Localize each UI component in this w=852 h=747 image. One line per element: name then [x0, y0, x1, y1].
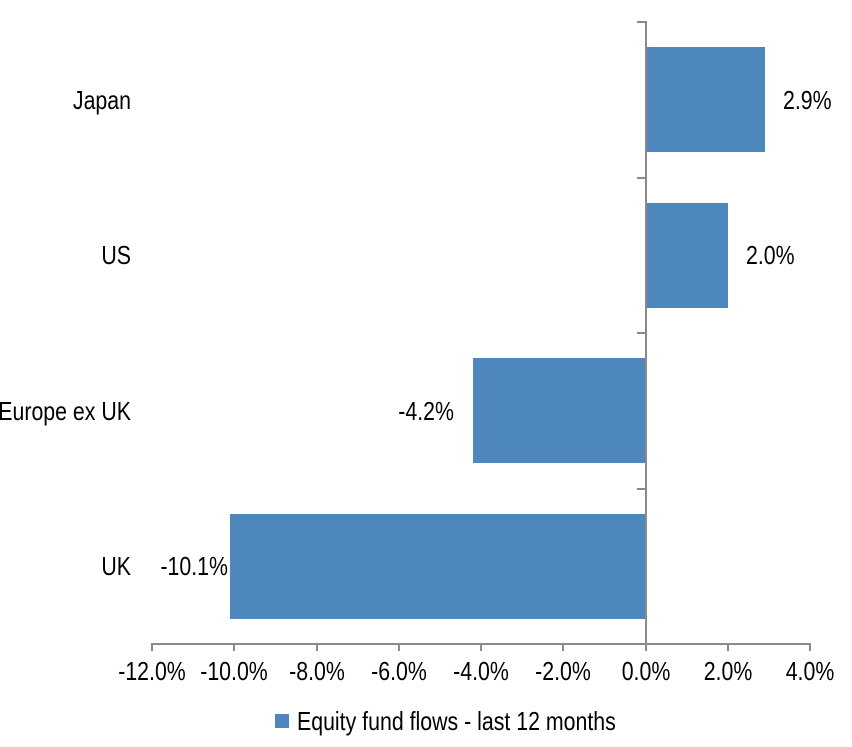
category-boundary-tick — [636, 21, 647, 23]
bar-europe-ex-uk — [472, 358, 646, 464]
x-tick — [562, 645, 565, 651]
x-tick-label-4-0-: 4.0% — [785, 656, 835, 686]
x-tick — [726, 645, 729, 651]
x-tick-label--10-0-: -10.0% — [200, 656, 269, 686]
x-tick — [644, 645, 647, 651]
category-label-japan: Japan — [72, 84, 131, 115]
x-tick-label-2-0-: 2.0% — [703, 656, 753, 686]
legend-swatch-icon — [275, 714, 289, 728]
x-tick — [233, 645, 236, 651]
x-tick — [397, 645, 400, 651]
x-tick-label--4-0-: -4.0% — [453, 656, 509, 686]
x-tick-label--8-0-: -8.0% — [288, 656, 345, 686]
value-label-uk: -10.1% — [160, 551, 229, 582]
x-tick-label--2-0-: -2.0% — [535, 656, 592, 686]
legend: Equity fund flows - last 12 months — [275, 706, 686, 736]
category-boundary-tick — [636, 176, 647, 179]
value-label-japan: 2.9% — [782, 84, 832, 115]
x-axis-line — [151, 643, 811, 645]
value-label-europe-ex-uk: -4.2% — [398, 395, 454, 426]
x-tick — [315, 645, 318, 651]
bar-uk — [230, 513, 646, 619]
category-boundary-tick — [636, 487, 647, 490]
category-boundary-tick — [636, 332, 647, 334]
x-tick-label--12-0-: -12.0% — [118, 656, 186, 686]
x-tick — [480, 645, 482, 651]
x-tick-label-0-0-: 0.0% — [621, 656, 670, 686]
legend-series-label: Equity fund flows - last 12 months — [297, 706, 616, 736]
value-label-us: 2.0% — [745, 240, 795, 271]
zero-axis-line — [644, 21, 647, 651]
x-tick — [809, 645, 811, 651]
category-label-us: US — [101, 240, 131, 271]
x-tick — [151, 645, 153, 651]
category-label-uk: UK — [101, 551, 131, 582]
bar-japan — [645, 47, 765, 153]
category-label-europe-ex-uk: Europe ex UK — [0, 395, 132, 426]
bar-us — [645, 202, 728, 308]
x-tick-label--6-0-: -6.0% — [370, 656, 427, 686]
